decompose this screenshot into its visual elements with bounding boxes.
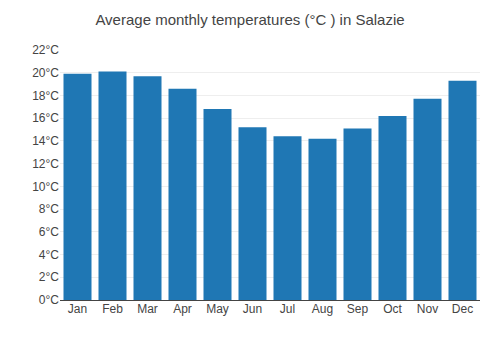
svg-text:Dec: Dec: [452, 302, 473, 316]
svg-text:Oct: Oct: [383, 302, 402, 316]
svg-text:Average monthly temperatures (: Average monthly temperatures (°C ) in Sa…: [95, 11, 404, 28]
svg-text:Jan: Jan: [68, 302, 87, 316]
svg-text:8°C: 8°C: [39, 202, 59, 216]
svg-text:Sep: Sep: [347, 302, 369, 316]
svg-text:20°C: 20°C: [32, 66, 59, 80]
svg-text:16°C: 16°C: [32, 111, 59, 125]
svg-text:Apr: Apr: [173, 302, 192, 316]
svg-text:12°C: 12°C: [32, 157, 59, 171]
svg-text:0°C: 0°C: [39, 293, 59, 307]
svg-text:10°C: 10°C: [32, 180, 59, 194]
svg-text:4°C: 4°C: [39, 248, 59, 262]
svg-text:Jul: Jul: [280, 302, 295, 316]
svg-text:2°C: 2°C: [39, 270, 59, 284]
svg-text:14°C: 14°C: [32, 134, 59, 148]
svg-text:Jun: Jun: [243, 302, 262, 316]
svg-text:Nov: Nov: [417, 302, 438, 316]
svg-text:22°C: 22°C: [32, 43, 59, 57]
svg-text:Feb: Feb: [102, 302, 123, 316]
svg-text:Aug: Aug: [312, 302, 333, 316]
svg-text:Mar: Mar: [137, 302, 158, 316]
svg-text:6°C: 6°C: [39, 225, 59, 239]
svg-text:May: May: [206, 302, 229, 316]
svg-text:18°C: 18°C: [32, 89, 59, 103]
